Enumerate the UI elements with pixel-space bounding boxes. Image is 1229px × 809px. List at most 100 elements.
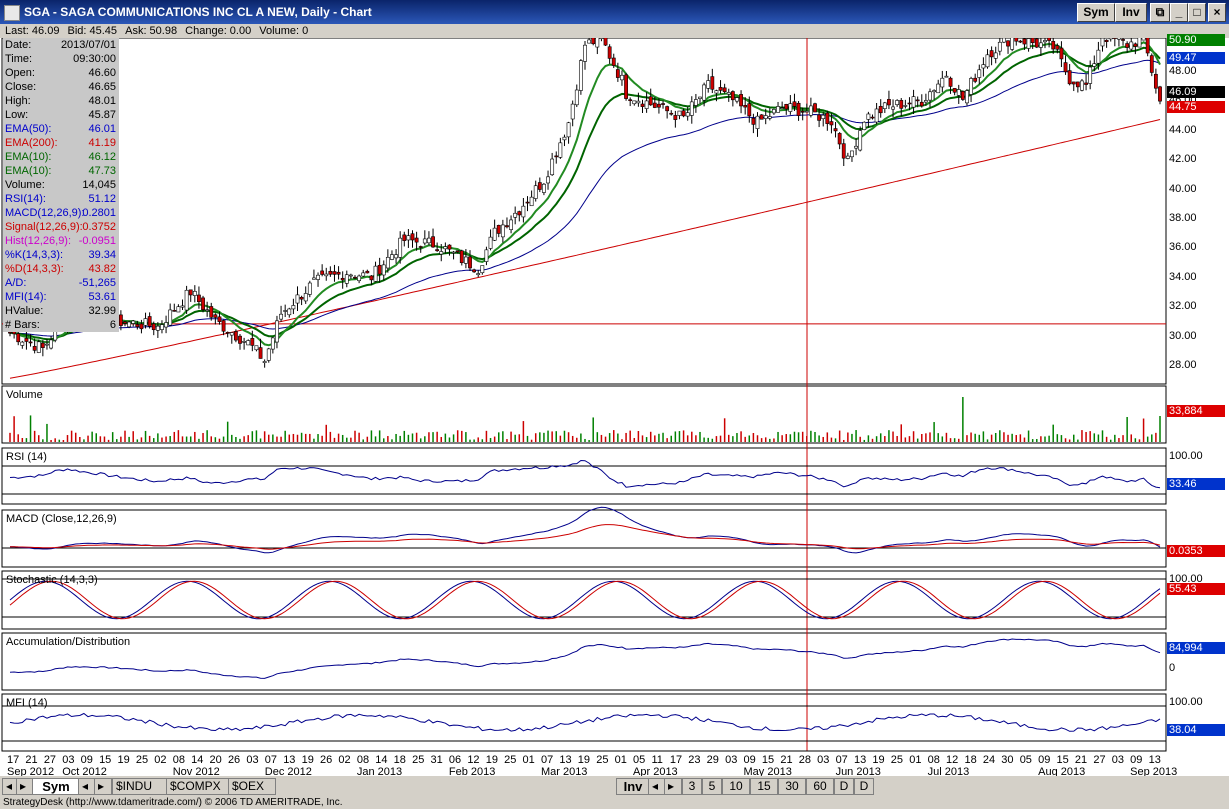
candle-body xyxy=(657,103,661,108)
candle-body xyxy=(266,348,271,361)
macd-line xyxy=(10,506,1161,554)
info-label: # Bars: xyxy=(5,319,40,331)
period-tab[interactable]: 3 xyxy=(682,778,702,795)
price-badge: 49.47 xyxy=(1167,52,1225,64)
panel-top-value: 100.00 xyxy=(1169,450,1203,462)
candle-body xyxy=(854,145,858,149)
sym-button[interactable]: Sym xyxy=(1077,3,1115,22)
tab-oex[interactable]: $OEX xyxy=(228,778,276,795)
candle-body xyxy=(591,36,596,45)
x-tick-month: Sep 2012 xyxy=(7,766,54,776)
candle-body xyxy=(118,314,123,326)
candle-body xyxy=(936,83,941,94)
candle-body xyxy=(644,100,649,109)
x-tick-day: 05 xyxy=(1020,754,1032,766)
tab-scroll-right-icon[interactable]: ▸ xyxy=(94,778,112,795)
x-tick-month: Jan 2013 xyxy=(357,766,402,776)
x-tick-day: 02 xyxy=(338,754,350,766)
candle-body xyxy=(1071,81,1076,85)
period-tab[interactable]: 30 xyxy=(778,778,806,795)
panel-badge: 0.0353 xyxy=(1167,545,1225,557)
period-tab[interactable]: 5 xyxy=(702,778,722,795)
info-label: High: xyxy=(5,95,31,107)
inv-button[interactable]: Inv xyxy=(1115,3,1147,22)
period-tab[interactable]: D xyxy=(834,778,854,795)
candle-body xyxy=(369,275,374,281)
period-tab[interactable]: 10 xyxy=(722,778,750,795)
info-label: EMA(10): xyxy=(5,151,52,163)
x-tick-day: 09 xyxy=(81,754,93,766)
tab-sym[interactable]: Sym xyxy=(32,778,80,795)
price-tick: 38.00 xyxy=(1169,212,1197,224)
candle-body xyxy=(394,254,398,259)
x-tick-day: 23 xyxy=(688,754,700,766)
chart-area[interactable]: Volume RSI (14) MACD (Close,12,26,9) Stocha… xyxy=(0,23,1229,778)
candle-body xyxy=(558,142,563,158)
info-label: Volume: xyxy=(5,179,45,191)
tab-compx[interactable]: $COMPX xyxy=(166,778,230,795)
candle-body xyxy=(459,250,464,264)
info-label: EMA(10): xyxy=(5,165,52,177)
price-tick: 30.00 xyxy=(1169,329,1197,342)
candle-body xyxy=(652,102,657,108)
candle-body xyxy=(139,323,144,330)
x-tick-day: 25 xyxy=(891,754,903,766)
info-value: 46.60 xyxy=(88,67,116,79)
candle-body xyxy=(418,246,423,248)
period-right-icon[interactable]: ▸ xyxy=(664,778,682,795)
info-row: MFI(14): 53.61 xyxy=(3,290,119,304)
candle-body xyxy=(973,77,978,82)
candle-body xyxy=(180,305,185,308)
candle-body xyxy=(151,323,156,331)
x-tick-day: 09 xyxy=(744,754,756,766)
candle-body xyxy=(344,274,349,284)
x-tick-day: 01 xyxy=(615,754,627,766)
close-icon[interactable]: × xyxy=(1208,3,1226,22)
candle-body xyxy=(361,272,366,277)
candle-body xyxy=(36,341,41,353)
x-tick-day: 15 xyxy=(99,754,111,766)
candle-body xyxy=(607,46,612,59)
period-tab[interactable]: D xyxy=(854,778,874,795)
detach-icon[interactable]: ⧉ xyxy=(1150,3,1170,22)
period-tab[interactable]: 60 xyxy=(806,778,834,795)
minimize-icon[interactable]: _ xyxy=(1170,3,1188,22)
candle-body xyxy=(858,130,863,151)
candle-body xyxy=(270,337,275,350)
info-row: RSI(14): 51.12 xyxy=(3,192,119,206)
x-tick-day: 08 xyxy=(928,754,940,766)
candle-body xyxy=(402,234,407,241)
x-tick-day: 28 xyxy=(799,754,811,766)
candle-body xyxy=(693,99,698,106)
tab-inv[interactable]: Inv xyxy=(616,778,650,795)
x-tick-day: 27 xyxy=(44,754,56,766)
candle-body xyxy=(406,235,411,241)
candle-body xyxy=(398,237,403,258)
stoch-d-line xyxy=(9,580,1161,620)
info-value: 45.87 xyxy=(88,109,116,121)
candle-body xyxy=(763,115,768,119)
candle-body xyxy=(784,104,789,110)
candle-body xyxy=(677,110,682,116)
x-tick-month: May 2013 xyxy=(744,766,792,776)
candle-body xyxy=(316,274,320,280)
x-tick-day: 25 xyxy=(504,754,516,766)
price-badge: 46.09 xyxy=(1167,86,1225,98)
period-tab[interactable]: 15 xyxy=(750,778,778,795)
info-label: Close: xyxy=(5,81,37,93)
candle-body xyxy=(956,89,961,96)
candle-body xyxy=(1051,41,1056,50)
tab-indu[interactable]: $INDU xyxy=(112,778,168,795)
panel-frame-rsi xyxy=(1,447,1167,505)
candle-body xyxy=(385,256,390,269)
candle-body xyxy=(1047,37,1052,41)
candle-body xyxy=(192,291,197,296)
candle-body xyxy=(615,69,620,78)
chart-canvas[interactable]: Volume RSI (14) MACD (Close,12,26,9) Stocha… xyxy=(0,23,1229,778)
maximize-icon[interactable]: □ xyxy=(1188,3,1206,22)
info-row: HValue: 32.99 xyxy=(3,304,119,318)
info-value: -51,265 xyxy=(78,277,116,289)
candle-body xyxy=(985,54,990,68)
candle-body xyxy=(989,50,994,58)
info-row: EMA(200): 41.19 xyxy=(3,136,119,150)
